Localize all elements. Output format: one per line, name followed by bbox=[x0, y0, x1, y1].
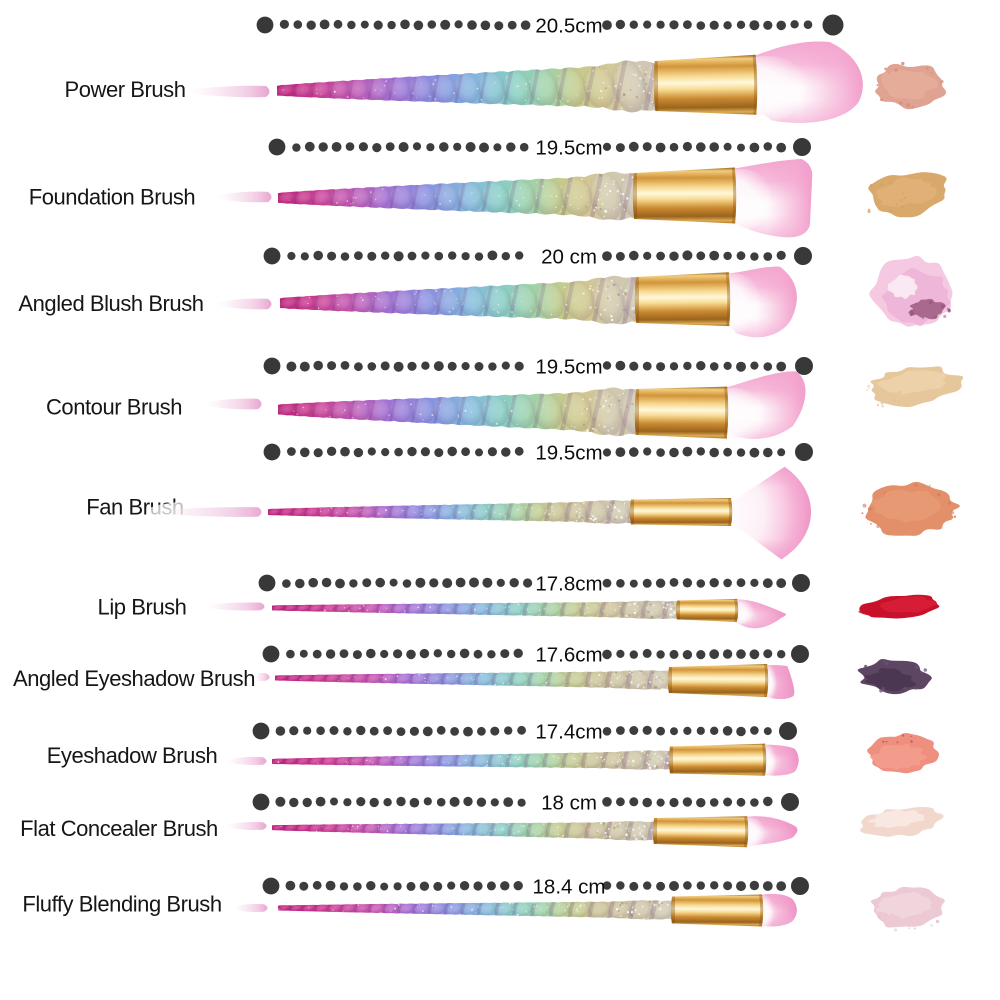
svg-text:Lip Brush: Lip Brush bbox=[98, 595, 187, 620]
svg-text:19.5cm: 19.5cm bbox=[535, 137, 602, 160]
svg-text:Contour Brush: Contour Brush bbox=[46, 395, 182, 420]
svg-text:17.4cm: 17.4cm bbox=[535, 721, 602, 744]
svg-text:Power Brush: Power Brush bbox=[65, 77, 186, 102]
svg-text:18 cm: 18 cm bbox=[541, 792, 597, 815]
svg-text:17.8cm: 17.8cm bbox=[535, 573, 602, 596]
svg-text:19.5cm: 19.5cm bbox=[535, 442, 602, 465]
svg-text:Angled Eyeshadow Brush: Angled Eyeshadow Brush bbox=[13, 666, 255, 691]
svg-text:19.5cm: 19.5cm bbox=[535, 356, 602, 379]
svg-text:17.6cm: 17.6cm bbox=[535, 644, 602, 667]
svg-text:20.5cm: 20.5cm bbox=[535, 15, 602, 38]
svg-text:Flat Concealer Brush: Flat Concealer Brush bbox=[20, 816, 218, 841]
svg-text:20 cm: 20 cm bbox=[541, 246, 597, 269]
svg-text:18.4 cm: 18.4 cm bbox=[533, 876, 606, 899]
svg-text:Fluffy Blending Brush: Fluffy Blending Brush bbox=[22, 892, 221, 917]
svg-text:Angled Blush Brush: Angled Blush Brush bbox=[18, 291, 203, 316]
svg-text:Foundation Brush: Foundation Brush bbox=[29, 185, 195, 210]
svg-text:Eyeshadow Brush: Eyeshadow Brush bbox=[47, 743, 218, 768]
